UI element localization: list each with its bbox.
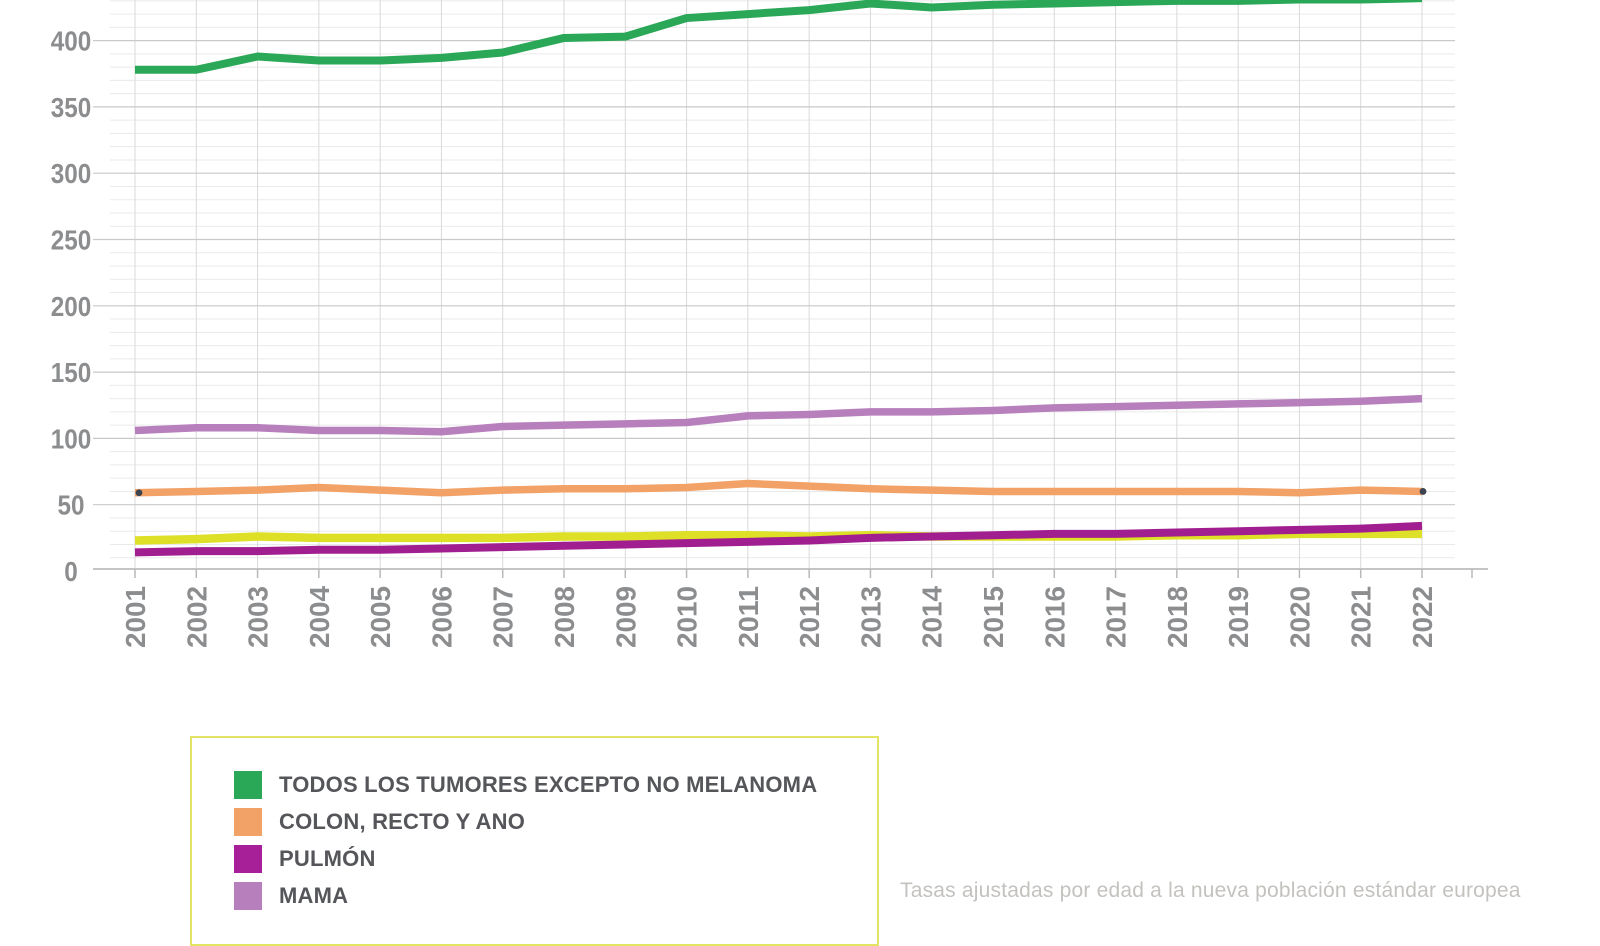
x-axis-label: 2014 — [917, 586, 948, 648]
chart-screenshot: 0 50 100 150 200 250 300 350 400 2001 2002 2003 2004… — [51, 0, 1521, 946]
legend-swatch — [234, 808, 262, 836]
incidence-line-chart: 0 50 100 150 200 250 300 350 400 2001 2002 2003 2004… — [51, 0, 1488, 648]
x-axis-label: 2010 — [672, 586, 703, 648]
y-axis-label: 0 — [64, 556, 78, 587]
x-axis-label: 2008 — [549, 586, 580, 648]
legend-item: MAMA — [234, 882, 877, 910]
x-axis — [93, 568, 1488, 578]
x-axis-label: 2021 — [1346, 586, 1377, 648]
legend-swatch — [234, 882, 262, 910]
x-axis-label: 2001 — [120, 586, 151, 648]
legend-label: TODOS LOS TUMORES EXCEPTO NO MELANOMA — [279, 772, 818, 797]
x-axis-label: 2022 — [1407, 586, 1438, 648]
chart-series — [134, 0, 1427, 557]
x-axis-label: 2009 — [610, 586, 641, 648]
legend-swatch — [234, 771, 262, 799]
legend-item: COLON, RECTO Y ANO — [234, 808, 877, 836]
x-axis-label: 2016 — [1039, 586, 1070, 648]
x-axis-label: 2003 — [243, 586, 274, 648]
legend-label: PULMÓN — [279, 846, 376, 871]
x-axis-label: 2005 — [365, 586, 396, 648]
x-axis-label: 2011 — [733, 586, 764, 648]
series-line-colon-recto-y-ano — [134, 479, 1423, 497]
y-axis-label: 200 — [51, 291, 92, 322]
x-axis-label: 2013 — [855, 586, 886, 648]
y-axis-tick-labels: 0 50 100 150 200 250 300 350 400 — [51, 26, 92, 587]
series-line-todos-los-tumores-excepto-no-melanoma — [135, 0, 1423, 74]
series-line-mama — [134, 394, 1423, 436]
legend-label: COLON, RECTO Y ANO — [279, 809, 526, 834]
x-axis-label: 2017 — [1101, 586, 1132, 648]
legend-label: MAMA — [279, 883, 349, 908]
x-axis-label: 2007 — [488, 586, 519, 648]
footnote-text: Tasas ajustadas por edad a la nueva pobl… — [900, 879, 1521, 902]
y-axis-label: 400 — [51, 26, 92, 57]
x-axis-label: 2019 — [1223, 586, 1254, 648]
x-axis-label: 2015 — [978, 586, 1009, 648]
x-axis-label: 2002 — [181, 586, 212, 648]
y-axis-label: 350 — [51, 92, 92, 123]
y-axis-label: 50 — [58, 490, 85, 521]
x-axis-tick-labels: 2001 2002 2003 2004 2005 2006 2007 2008 2009 2010… — [120, 586, 1438, 648]
legend-box: TODOS LOS TUMORES EXCEPTO NO MELANOMA COL… — [190, 736, 879, 946]
y-axis-label: 250 — [51, 225, 92, 256]
legend-swatch — [234, 845, 262, 873]
y-axis-label: 100 — [51, 423, 92, 454]
x-axis-label: 2020 — [1284, 586, 1315, 648]
x-axis-label: 2004 — [304, 586, 335, 648]
y-axis-label: 300 — [51, 158, 92, 189]
series-endpoint-dot — [1419, 488, 1427, 495]
x-axis-label: 2018 — [1162, 586, 1193, 648]
x-axis-label: 2012 — [794, 586, 825, 648]
grid-lines — [93, 0, 1455, 569]
x-axis-label: 2006 — [426, 586, 457, 648]
legend-item: PULMÓN — [234, 845, 877, 873]
legend-item: TODOS LOS TUMORES EXCEPTO NO MELANOMA — [234, 771, 877, 799]
series-line-pulm-n — [134, 521, 1423, 557]
y-axis-label: 150 — [51, 357, 92, 388]
series-endpoint-dot — [135, 489, 143, 497]
